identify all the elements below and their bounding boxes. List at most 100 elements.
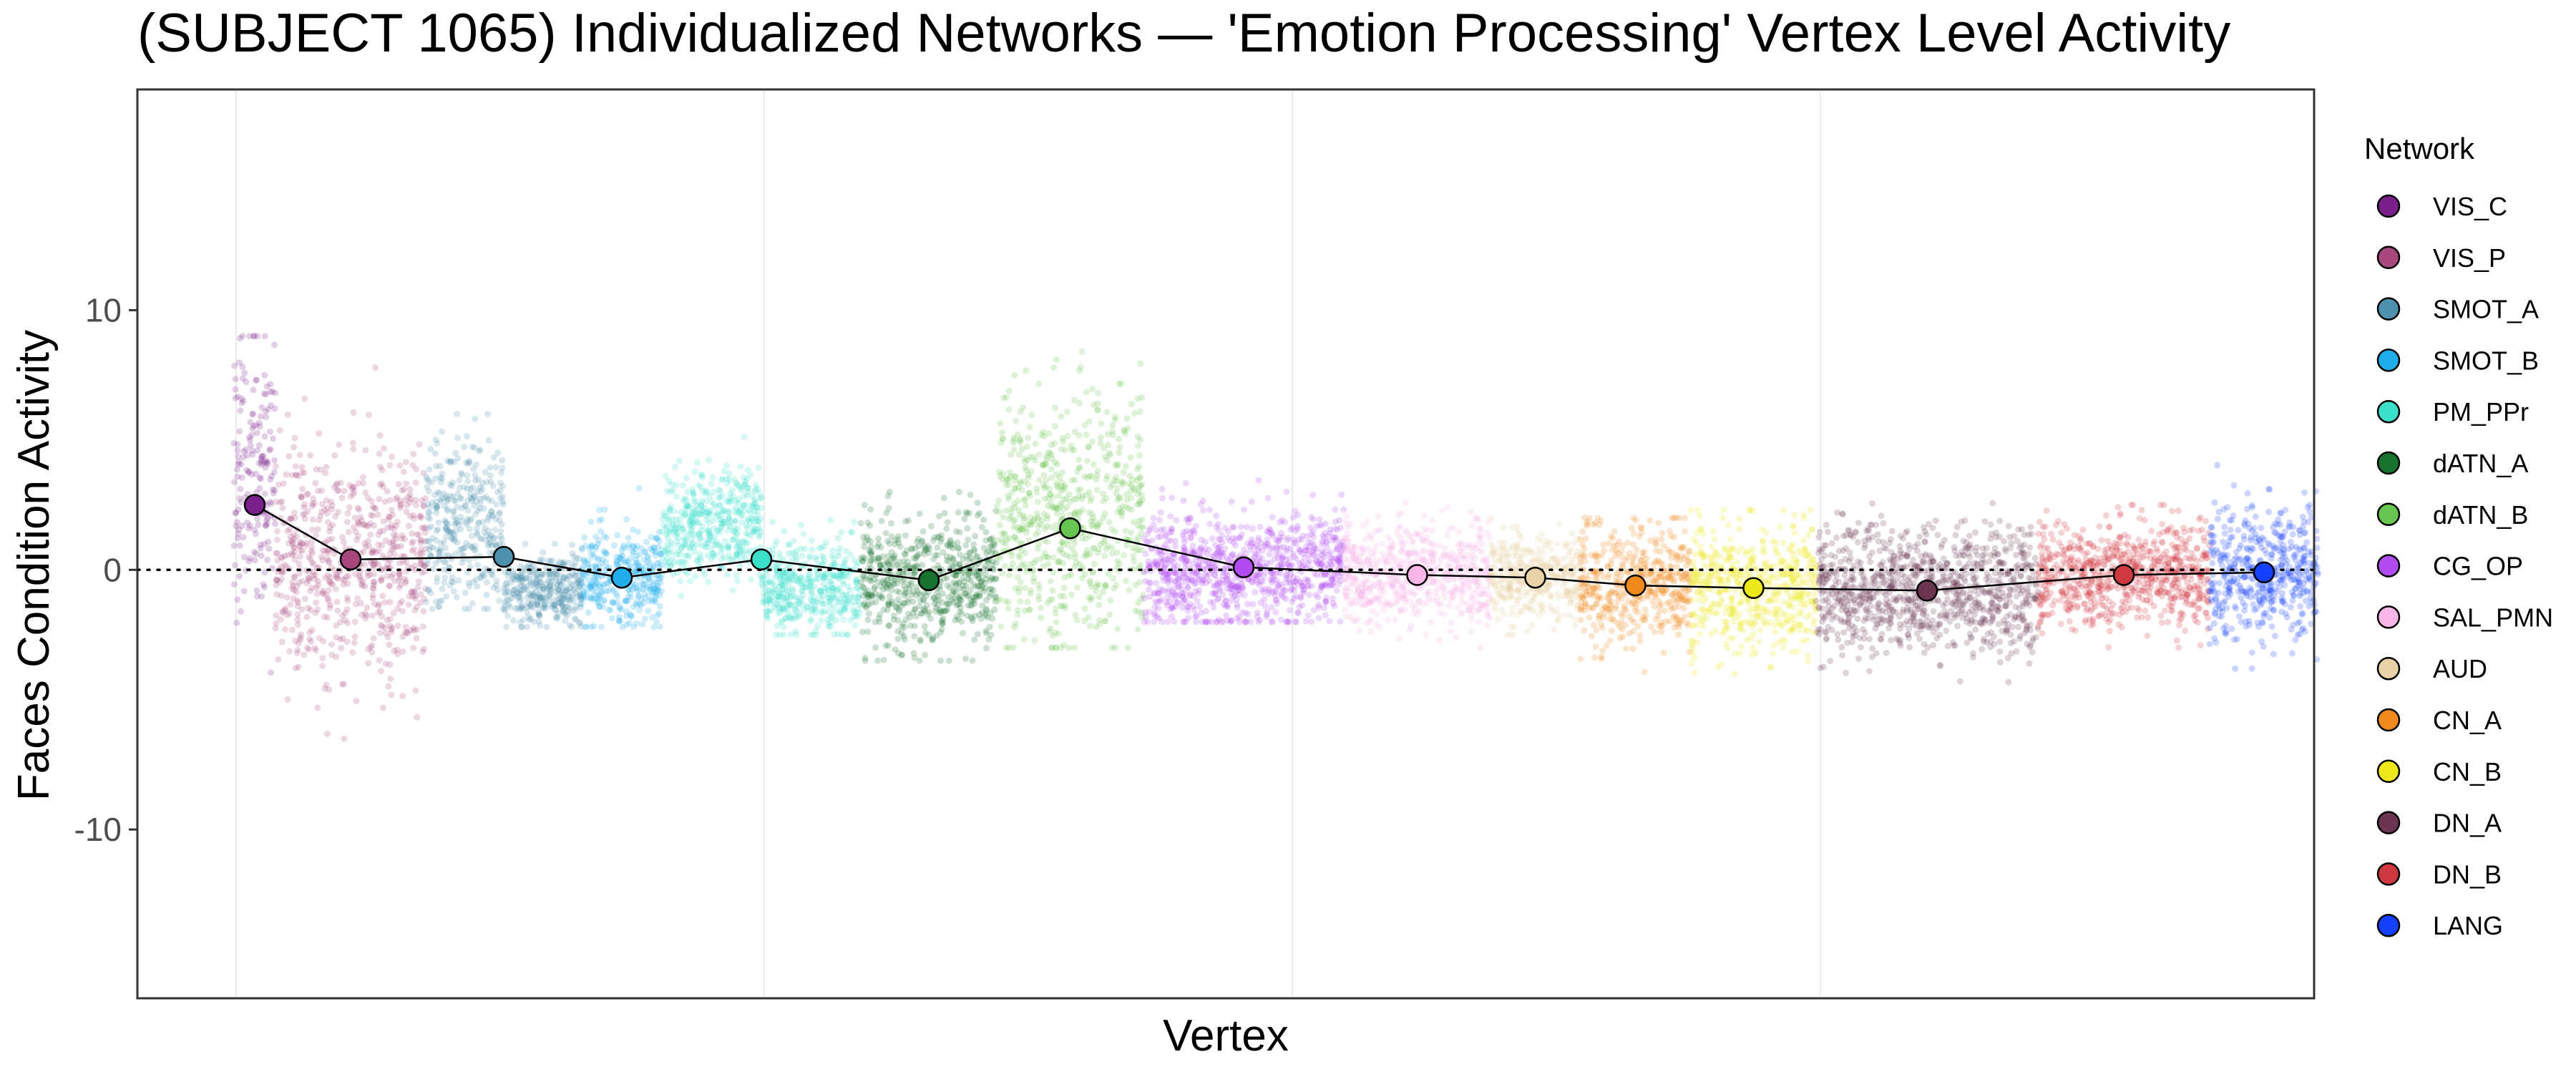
- vertex-point: [943, 525, 950, 532]
- vertex-point: [939, 599, 945, 605]
- vertex-point: [1337, 525, 1344, 531]
- vertex-point: [431, 492, 438, 498]
- vertex-point: [1293, 618, 1299, 625]
- vertex-point: [334, 480, 341, 487]
- vertex-point: [842, 605, 849, 611]
- vertex-point: [414, 635, 420, 642]
- vertex-point: [970, 618, 976, 624]
- vertex-point: [792, 628, 799, 635]
- vertex-point: [1079, 349, 1085, 355]
- vertex-point: [1100, 540, 1106, 546]
- vertex-point: [274, 537, 280, 543]
- vertex-point: [1053, 356, 1060, 363]
- vertex-point: [290, 552, 296, 558]
- vertex-point: [1315, 594, 1322, 600]
- vertex-point: [458, 550, 464, 557]
- vertex-point: [267, 381, 273, 387]
- vertex-point: [284, 612, 291, 618]
- vertex-point: [439, 586, 445, 593]
- vertex-point: [1015, 484, 1022, 491]
- vertex-point: [1141, 535, 1147, 542]
- vertex-point: [1012, 474, 1018, 480]
- vertex-point: [1318, 560, 1324, 567]
- vertex-point: [544, 624, 550, 630]
- vertex-point: [1048, 645, 1055, 651]
- vertex-point: [741, 537, 747, 544]
- vertex-point: [741, 434, 748, 441]
- vertex-point: [239, 333, 245, 339]
- vertex-point: [494, 449, 501, 456]
- vertex-point: [714, 513, 721, 520]
- vertex-point: [273, 620, 279, 627]
- vertex-point: [299, 606, 306, 613]
- vertex-point: [1148, 580, 1154, 586]
- vertex-point: [623, 516, 630, 522]
- vertex-point: [311, 500, 318, 507]
- vertex-point: [966, 550, 972, 556]
- vertex-point: [361, 549, 367, 555]
- vertex-point: [333, 574, 340, 580]
- vertex-point: [1119, 503, 1126, 510]
- vertex-point: [1101, 445, 1107, 452]
- vertex-point: [1181, 545, 1187, 551]
- vertex-point: [980, 517, 987, 523]
- vertex-point: [1093, 588, 1099, 595]
- vertex-point: [971, 636, 977, 643]
- vertex-point: [691, 497, 698, 503]
- vertex-point: [305, 605, 311, 611]
- vertex-point: [379, 593, 386, 599]
- vertex-point: [443, 493, 449, 499]
- vertex-point: [673, 532, 679, 539]
- vertex-point: [249, 425, 255, 432]
- vertex-point: [1096, 617, 1103, 623]
- vertex-point: [1101, 552, 1108, 559]
- vertex-point: [410, 645, 416, 651]
- vertex-point: [830, 585, 836, 592]
- vertex-point: [1156, 586, 1163, 593]
- vertex-point: [796, 613, 803, 620]
- vertex-point: [1094, 580, 1101, 587]
- vertex-point: [1126, 473, 1133, 479]
- vertex-point: [464, 497, 471, 504]
- vertex-point: [1040, 563, 1047, 570]
- vertex-point: [1211, 572, 1218, 578]
- vertex-point: [1244, 524, 1250, 530]
- vertex-point: [326, 560, 333, 566]
- vertex-point: [828, 614, 834, 620]
- vertex-point: [801, 546, 808, 552]
- vertex-point: [733, 572, 740, 578]
- vertex-point: [894, 617, 901, 623]
- vertex-point: [1206, 507, 1213, 513]
- vertex-point: [1309, 492, 1316, 498]
- vertex-point: [271, 341, 278, 348]
- vertex-point: [1112, 414, 1118, 420]
- vertex-point: [416, 578, 422, 585]
- vertex-point: [1277, 580, 1283, 587]
- vertex-point: [1021, 608, 1028, 614]
- vertex-point: [362, 447, 369, 454]
- vertex-point: [290, 595, 296, 602]
- vertex-point: [427, 446, 434, 452]
- vertex-point: [620, 553, 626, 560]
- vertex-point: [800, 530, 806, 537]
- vertex-point: [971, 598, 977, 604]
- vertex-point: [1159, 486, 1166, 492]
- vertex-point: [1165, 537, 1171, 544]
- vertex-point: [1173, 517, 1179, 524]
- vertex-point: [1186, 520, 1192, 526]
- vertex-point: [990, 588, 997, 594]
- vertex-point: [452, 537, 458, 544]
- vertex-point: [394, 519, 401, 525]
- vertex-point: [487, 512, 493, 518]
- vertex-point: [400, 648, 406, 655]
- vertex-point: [1123, 463, 1129, 469]
- vertex-point: [1079, 535, 1085, 542]
- vertex-point: [352, 619, 358, 625]
- vertex-point: [733, 479, 739, 486]
- vertex-point: [1189, 577, 1195, 583]
- vertex-point: [482, 530, 488, 536]
- vertex-point: [1058, 500, 1065, 507]
- vertex-point: [872, 644, 879, 650]
- vertex-point: [1095, 390, 1101, 396]
- vertex-point: [781, 528, 788, 535]
